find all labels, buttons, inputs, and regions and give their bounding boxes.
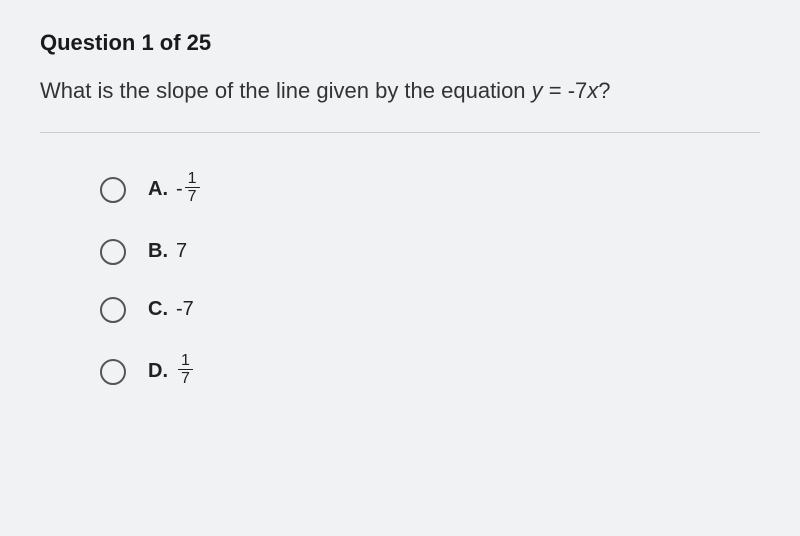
option-c-value: -7 (176, 298, 194, 321)
option-c[interactable]: C. -7 (100, 297, 760, 323)
equation-eq: = (543, 78, 568, 103)
question-suffix: ? (598, 78, 610, 103)
option-d-fraction: 17 (178, 353, 193, 387)
option-a-letter: A. (148, 178, 168, 201)
option-d-value: 17 (176, 355, 193, 389)
option-a-denominator: 7 (185, 187, 200, 205)
radio-d[interactable] (100, 359, 126, 385)
options-list: A. -17 B. 7 C. -7 D. 17 (40, 173, 760, 389)
option-d-letter: D. (148, 360, 168, 383)
option-a-fraction: 17 (185, 171, 200, 205)
option-d-denominator: 7 (178, 369, 193, 387)
radio-b[interactable] (100, 239, 126, 265)
option-a-sign: - (176, 178, 183, 200)
divider (40, 132, 760, 133)
option-b-letter: B. (148, 240, 168, 263)
question-prompt: What is the slope of the line given by t… (40, 76, 760, 107)
equation-var: x (587, 78, 598, 103)
option-d-numerator: 1 (178, 353, 193, 369)
radio-c[interactable] (100, 297, 126, 323)
equation-lhs: y (532, 78, 543, 103)
option-c-letter: C. (148, 298, 168, 321)
option-d[interactable]: D. 17 (100, 355, 760, 389)
equation-rhs: -7 (568, 78, 588, 103)
option-a-value: -17 (176, 173, 200, 207)
option-a-numerator: 1 (185, 171, 200, 187)
option-a[interactable]: A. -17 (100, 173, 760, 207)
question-prefix: What is the slope of the line given by t… (40, 78, 532, 103)
option-b-value: 7 (176, 240, 187, 263)
radio-a[interactable] (100, 177, 126, 203)
option-b[interactable]: B. 7 (100, 239, 760, 265)
question-counter: Question 1 of 25 (40, 30, 760, 56)
